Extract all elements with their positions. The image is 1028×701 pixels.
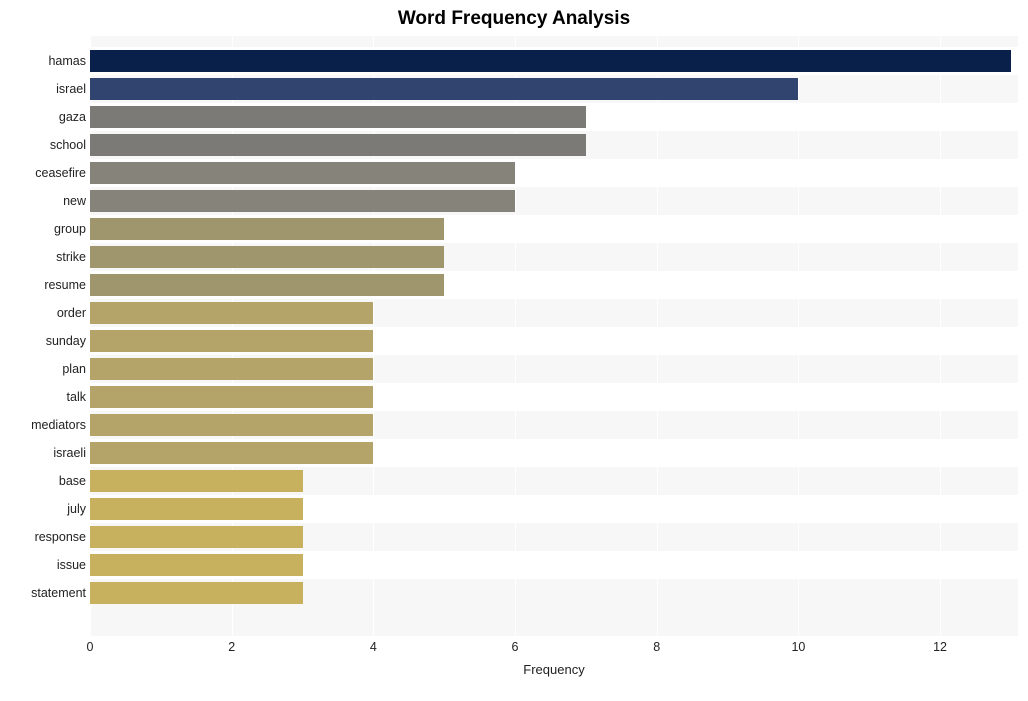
y-tick-label: july — [6, 498, 86, 520]
word-frequency-chart: Word Frequency Analysis Frequency hamas i… — [0, 0, 1028, 701]
bar — [90, 274, 444, 296]
bar — [90, 218, 444, 240]
bar — [90, 50, 1011, 72]
plot-area — [90, 36, 1018, 636]
bar — [90, 106, 586, 128]
gridline — [657, 36, 658, 636]
bar — [90, 162, 515, 184]
y-tick-label: gaza — [6, 106, 86, 128]
bar — [90, 526, 303, 548]
y-tick-label: israel — [6, 78, 86, 100]
y-tick-label: strike — [6, 246, 86, 268]
chart-title: Word Frequency Analysis — [0, 8, 1028, 30]
gridline — [798, 36, 799, 636]
y-tick-label: hamas — [6, 50, 86, 72]
x-axis-label: Frequency — [90, 662, 1018, 677]
y-tick-label: mediators — [6, 414, 86, 436]
bar — [90, 442, 373, 464]
bar — [90, 414, 373, 436]
bar — [90, 554, 303, 576]
bar — [90, 470, 303, 492]
bar — [90, 498, 303, 520]
x-tick-label: 8 — [637, 640, 677, 654]
bar — [90, 190, 515, 212]
y-tick-label: talk — [6, 386, 86, 408]
y-tick-label: issue — [6, 554, 86, 576]
x-tick-label: 10 — [778, 640, 818, 654]
bar — [90, 386, 373, 408]
y-tick-label: order — [6, 302, 86, 324]
x-tick-label: 4 — [353, 640, 393, 654]
y-tick-label: response — [6, 526, 86, 548]
y-tick-label: school — [6, 134, 86, 156]
bar — [90, 246, 444, 268]
y-tick-label: israeli — [6, 442, 86, 464]
bar — [90, 78, 798, 100]
bar — [90, 134, 586, 156]
gridline — [940, 36, 941, 636]
y-tick-label: plan — [6, 358, 86, 380]
y-tick-label: new — [6, 190, 86, 212]
bar — [90, 330, 373, 352]
x-tick-label: 12 — [920, 640, 960, 654]
y-tick-label: resume — [6, 274, 86, 296]
x-tick-label: 0 — [70, 640, 110, 654]
y-tick-label: base — [6, 470, 86, 492]
bar — [90, 582, 303, 604]
bar — [90, 358, 373, 380]
x-tick-label: 2 — [212, 640, 252, 654]
y-tick-label: group — [6, 218, 86, 240]
y-tick-label: ceasefire — [6, 162, 86, 184]
bar — [90, 302, 373, 324]
y-tick-label: sunday — [6, 330, 86, 352]
y-tick-label: statement — [6, 582, 86, 604]
x-tick-label: 6 — [495, 640, 535, 654]
